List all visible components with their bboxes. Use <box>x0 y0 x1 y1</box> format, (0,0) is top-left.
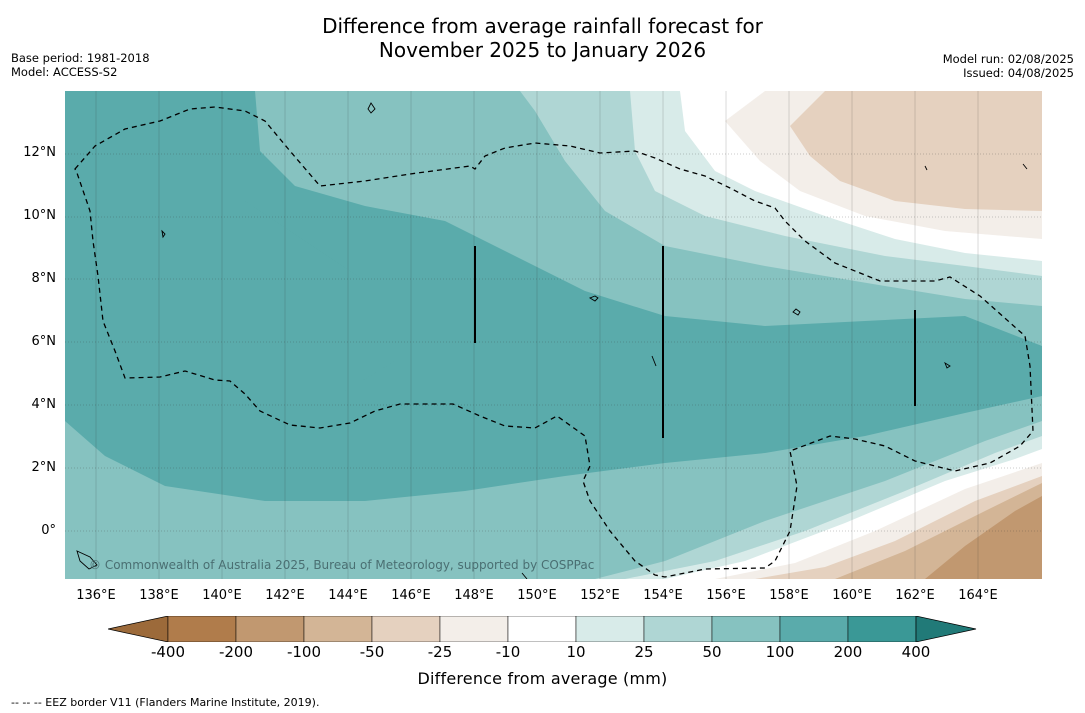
colorbar-swatch-minus10-10 <box>507 616 577 642</box>
lon-label-156e: 156°E <box>706 588 746 603</box>
title-line-2: November 2025 to January 2026 <box>378 38 707 62</box>
lon-label-158e: 158°E <box>769 588 809 603</box>
lon-label-142e: 142°E <box>265 588 305 603</box>
colorbar-tick-minus400: -400 <box>150 643 186 661</box>
lon-label-146e: 146°E <box>391 588 431 603</box>
colorbar-swatch-gt-400 <box>915 616 977 642</box>
colorbar-tick-100: 100 <box>765 643 795 661</box>
longitude-gridlines <box>95 91 979 579</box>
model-run-date: Model run: 02/08/2025 <box>942 52 1074 66</box>
lon-label-160e: 160°E <box>832 588 872 603</box>
eez-border <box>74 106 1034 578</box>
map-title: Difference from average rainfall forecas… <box>0 14 1085 62</box>
colorbar-swatch-25-50 <box>643 616 713 642</box>
lat-label-2n: 2°N <box>31 460 57 475</box>
lat-label-12n: 12°N <box>23 145 56 160</box>
model-name: Model: ACCESS-S2 <box>11 65 118 79</box>
colorbar-swatch-minus400-minus200 <box>167 616 237 642</box>
colorbar-swatch-minus200-minus100 <box>235 616 305 642</box>
colorbar-tick-minus10: -10 <box>495 643 521 661</box>
lon-label-140e: 140°E <box>202 588 242 603</box>
colorbar-tick-400: 400 <box>901 643 931 661</box>
latitude-gridlines <box>65 153 1042 532</box>
lat-label-0: 0° <box>41 523 56 538</box>
colorbar-tick-200: 200 <box>833 643 863 661</box>
lon-label-138e: 138°E <box>139 588 179 603</box>
colorbar-swatch-100-200 <box>779 616 849 642</box>
model-info: Base period: 1981-2018 Model: ACCESS-S2 <box>11 51 150 79</box>
lon-label-162e: 162°E <box>895 588 935 603</box>
band-200-400 <box>65 91 405 411</box>
lat-label-8n: 8°N <box>31 271 57 286</box>
colorbar-tick-minus25: -25 <box>427 643 453 661</box>
eez-footnote: -- -- -- EEZ border V11 (Flanders Marine… <box>11 696 320 709</box>
band-minus50-minus25-north <box>790 91 1042 211</box>
issued-date: Issued: 04/08/2025 <box>963 66 1074 80</box>
colorbar-tick-25: 25 <box>634 643 654 661</box>
band-minus200-minus100-south <box>925 496 1042 579</box>
lon-label-152e: 152°E <box>580 588 620 603</box>
colorbar-swatch-10-25 <box>575 616 645 642</box>
colorbar-tick-50: 50 <box>702 643 722 661</box>
colorbar-tick-minus50: -50 <box>359 643 385 661</box>
colorbar-swatch-minus50-minus25 <box>371 616 441 642</box>
lon-label-164e: 164°E <box>958 588 998 603</box>
lat-label-10n: 10°N <box>23 208 56 223</box>
colorbar-swatch-50-100 <box>711 616 781 642</box>
colorbar-swatch-200-400 <box>847 616 917 642</box>
colorbar-title: Difference from average (mm) <box>417 669 668 688</box>
colorbar-tick-10: 10 <box>566 643 586 661</box>
colorbar-swatch-minus100-minus50 <box>303 616 373 642</box>
lon-label-136e: 136°E <box>76 588 116 603</box>
lon-label-148e: 148°E <box>454 588 494 603</box>
colorbar <box>108 616 977 642</box>
base-period: Base period: 1981-2018 <box>11 51 150 65</box>
lat-label-4n: 4°N <box>31 397 57 412</box>
islands <box>76 102 1028 579</box>
rainfall-map-svg <box>65 91 1042 579</box>
colorbar-swatch-lt-minus400 <box>108 616 169 642</box>
run-info: Model run: 02/08/2025 Issued: 04/08/2025 <box>943 52 1074 80</box>
colorbar-swatch-minus25-minus10 <box>439 616 509 642</box>
lat-label-6n: 6°N <box>31 334 57 349</box>
title-line-1: Difference from average rainfall forecas… <box>322 14 763 38</box>
lon-label-150e: 150°E <box>517 588 557 603</box>
lon-label-154e: 154°E <box>643 588 683 603</box>
eez-separators <box>474 246 916 438</box>
colorbar-tick-minus200: -200 <box>218 643 254 661</box>
colorbar-tick-minus100: -100 <box>286 643 322 661</box>
copyright-notice: © Commonwealth of Australia 2025, Bureau… <box>89 558 595 572</box>
rainfall-map <box>65 91 1042 579</box>
lon-label-144e: 144°E <box>328 588 368 603</box>
